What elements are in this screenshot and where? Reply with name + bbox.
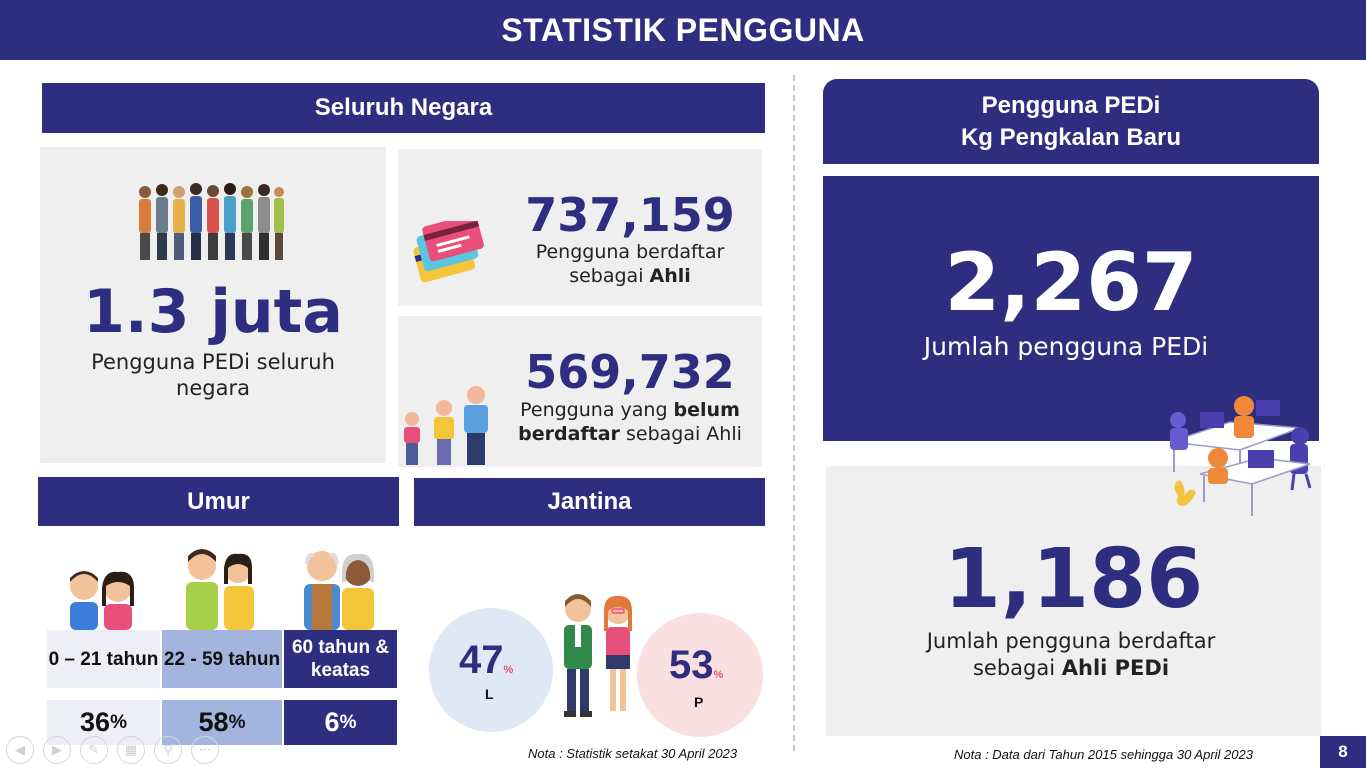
slides-icon[interactable]: ▦ — [117, 736, 145, 764]
registered-label: Pengguna berdaftar sebagai Ahli — [535, 241, 725, 287]
local-heading-line1: Pengguna PEDi — [981, 91, 1161, 119]
unregistered-value: 569,732 — [525, 345, 735, 399]
local-total-label: Jumlah pengguna PEDi — [923, 331, 1209, 361]
gender-section-header: Jantina — [414, 478, 765, 526]
registered-label-bold: Ahli — [649, 265, 691, 287]
unregistered-card: 569,732 Pengguna yang belum berdaftar se… — [398, 316, 762, 467]
local-total-value: 2,267 — [944, 235, 1198, 329]
local-members-value: 1,186 — [943, 531, 1204, 627]
family-icon — [404, 386, 488, 465]
more-icon[interactable]: ⋯ — [191, 736, 219, 764]
female-percent: 53% — [669, 643, 724, 687]
national-total-value: 1.3 juta — [83, 277, 343, 347]
children-icon — [70, 571, 134, 630]
male-letter: L — [485, 686, 494, 702]
age-group-2-percent: 6% — [284, 700, 397, 745]
local-members-label-bold: Ahli PEDi — [1061, 656, 1170, 680]
seniors-icon — [304, 551, 374, 630]
man-woman-icon — [564, 594, 632, 717]
pen-icon[interactable]: ✎ — [80, 736, 108, 764]
age-group-1-label: 22 - 59 tahun — [162, 630, 282, 688]
gender-heading: Jantina — [547, 488, 632, 515]
female-circle: 53% P — [637, 613, 763, 737]
unregistered-label: Pengguna yang belum berdaftar sebagai Ah… — [518, 399, 742, 445]
page-title: STATISTIK PENGGUNA — [501, 11, 865, 48]
male-circle: 47% L — [429, 608, 553, 732]
national-total-card: 1.3 juta Pengguna PEDi seluruh negara — [40, 147, 386, 463]
computer-users-icon — [1169, 396, 1312, 516]
adults-icon — [186, 549, 254, 630]
age-heading: Umur — [187, 487, 250, 515]
title-banner: STATISTIK PENGGUNA — [0, 0, 1366, 60]
prev-icon[interactable]: ◀ — [6, 736, 34, 764]
next-icon[interactable]: ▶ — [43, 736, 71, 764]
note-left: Nota : Statistik setakat 30 April 2023 — [528, 746, 738, 761]
local-members-label: Jumlah pengguna berdaftar sebagai Ahli P… — [926, 629, 1216, 680]
local-heading-line2: Kg Pengkalan Baru — [960, 123, 1182, 151]
age-group-0-label: 0 – 21 tahun — [47, 630, 160, 688]
male-percent: 47% — [459, 638, 514, 682]
local-total-card: 2,267 Jumlah pengguna PEDi — [823, 176, 1319, 441]
page-number: 8 — [1320, 736, 1366, 768]
unregistered-label-bold: belum berdaftar — [518, 399, 740, 445]
zoom-icon[interactable]: ⚲ — [154, 736, 182, 764]
female-letter: P — [694, 694, 704, 710]
national-total-label: Pengguna PEDi seluruh negara — [91, 350, 335, 400]
national-section-header: Seluruh Negara — [42, 83, 765, 133]
local-members-card: 1,186 Jumlah pengguna berdaftar sebagai … — [826, 466, 1321, 736]
column-divider — [793, 75, 795, 751]
age-section-header: Umur — [38, 477, 399, 526]
registered-card: 737,159 Pengguna berdaftar sebagai Ahli — [398, 149, 762, 306]
age-group-1-percent: 58% — [162, 700, 282, 745]
local-section-header: Pengguna PEDi Kg Pengkalan Baru — [823, 79, 1319, 164]
age-group-0-percent: 36% — [47, 700, 160, 745]
registered-value: 737,159 — [525, 188, 735, 242]
member-cards-icon — [413, 221, 484, 283]
slideshow-controls: ◀ ▶ ✎ ▦ ⚲ ⋯ — [6, 736, 226, 766]
national-heading: Seluruh Negara — [314, 94, 493, 121]
crowd-icon — [139, 183, 284, 260]
age-group-2-label: 60 tahun & keatas — [284, 630, 397, 688]
note-right: Nota : Data dari Tahun 2015 sehingga 30 … — [954, 747, 1253, 762]
